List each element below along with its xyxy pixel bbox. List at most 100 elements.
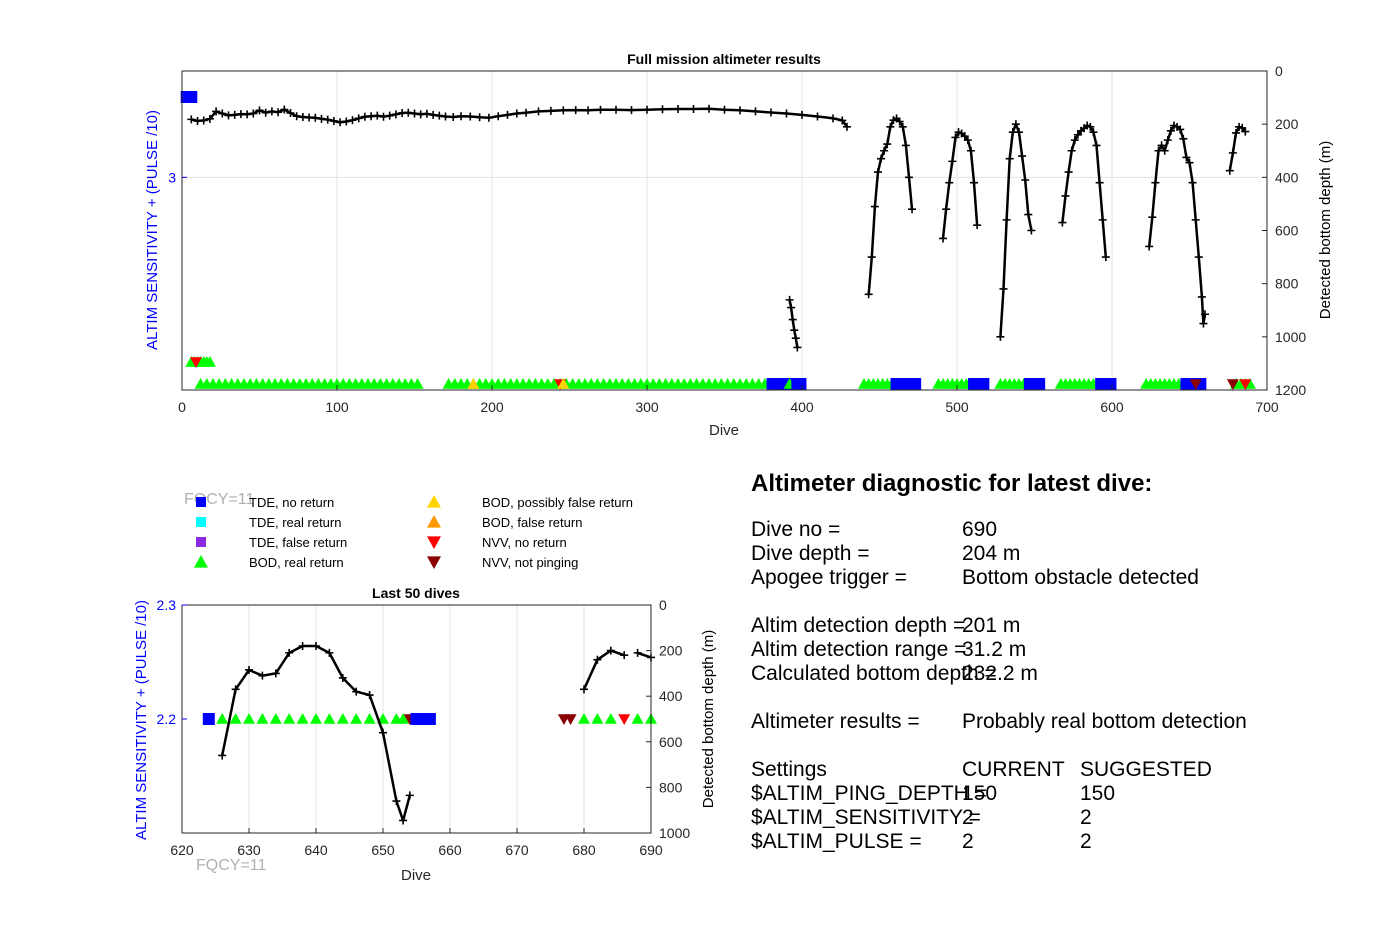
bottom-y2-axis-label: Detected bottom depth (m) [700,630,717,808]
depth-point [658,105,667,114]
depth-point [1064,168,1073,177]
depth-point [633,648,642,657]
depth-point [274,108,283,117]
depth-point [218,109,227,118]
y-tick-label: 2.2 [157,711,177,727]
settings-header-row: Settings CURRENT SUGGESTED [751,758,1391,782]
depth-point [354,114,363,123]
depth-point [674,105,682,114]
top-y-axis-label: ALTIM SENSITIVITY + (PULSE /10) [144,110,161,350]
triangle-down-marker [1189,379,1202,390]
triangle-up-marker [283,713,296,724]
triangle-up-marker [631,713,644,724]
y2-tick-label: 200 [659,643,683,659]
triangle-up-marker [363,713,376,724]
depth-point [1101,253,1110,262]
depth-point [218,751,227,760]
legend-triangle-down-marker [427,556,441,569]
depth-point [620,651,629,660]
depth-point [1148,213,1157,222]
depth-point [1201,310,1209,319]
pulse-label: $ALTIM_PULSE = [751,830,922,853]
depth-point [298,642,307,651]
depth-point [948,157,957,166]
depth-point [1232,128,1240,137]
pulse-current: 2 [962,830,974,853]
depth-point [880,146,889,155]
triangle-up-marker [256,713,269,724]
legend-triangle-up-marker [427,495,441,508]
depth-point [352,687,361,696]
triangle-down-marker [1239,379,1252,390]
detection-range-label: Altim detection range = [751,638,967,661]
square-marker [794,378,807,390]
legend-items: TDE, no return TDE, real return TDE, false… [194,495,633,570]
results-label: Altimeter results = [751,710,920,733]
x-tick-label: 600 [1100,399,1124,415]
depth-point [720,105,729,114]
x-tick-label: 640 [304,842,328,858]
depth-point [829,114,837,123]
depth-point [596,105,605,114]
triangle-up-marker [467,378,480,389]
depth-point [705,104,713,113]
depth-point [689,105,698,114]
top-x-ticks: 0 100 200 300 400 500 600 700 [178,385,1279,415]
depth-point [484,113,493,122]
legend-label: BOD, false return [482,515,582,530]
square-marker [423,713,436,725]
ping-depth-label: $ALTIM_PING_DEPTH = [751,782,987,805]
square-marker [909,378,922,390]
depth-point [1228,148,1237,157]
y2-tick-label: 800 [659,779,683,795]
depth-point [280,105,289,114]
ping-depth-row: $ALTIM_PING_DEPTH = 150 150 [751,782,1391,806]
depth-point [751,107,760,116]
fqcy-top-label: FQCY=11 [184,491,255,508]
depth-point [1015,128,1023,137]
depth-point [973,221,982,230]
depth-point [970,178,979,187]
depth-point [1018,152,1027,161]
legend-square-marker [196,497,206,507]
triangle-up-marker [296,713,309,724]
y2-tick-label: 1200 [1275,382,1306,398]
depth-point [405,791,414,800]
triangle-up-marker [323,713,336,724]
y-tick-label: 3 [168,169,176,185]
depth-point [1058,218,1067,227]
top-status-markers [180,91,1256,390]
ping-depth-current: 150 [962,782,998,805]
bottom-depth-lines [218,642,655,825]
dive-depth-row: Dive depth = 204 m [751,542,1391,566]
depth-point [606,646,615,655]
y-tick-label: 2.3 [157,597,177,613]
detection-depth-label: Altim detection depth = [751,614,966,637]
calculated-depth-row: Calculated bottom depth = 232.2 m [751,662,1391,686]
y2-tick-label: 1000 [659,825,690,841]
depth-point [873,168,882,177]
depth-point [787,303,796,312]
depth-point [323,115,332,124]
depth-point [457,112,465,121]
top-y2-ticks: 0 200 400 600 800 1000 1200 [1262,63,1306,398]
depth-point [311,113,320,122]
sensitivity-suggested: 2 [1080,806,1092,829]
legend-square-marker [196,517,206,527]
depth-point [312,642,320,651]
dive-no-label: Dive no = [751,518,841,541]
depth-point [466,112,475,121]
depth-point [1163,136,1172,145]
depth-point [559,106,568,115]
depth-point [255,106,264,115]
dive-depth-label: Dive depth = [751,542,870,565]
calculated-depth-label: Calculated bottom depth = [751,662,997,685]
depth-point [212,107,221,116]
depth-line [220,644,412,822]
bottom-y-axis-label: ALTIM SENSITIVITY + (PULSE /10) [133,600,150,840]
top-y2-axis-label: Detected bottom depth (m) [1317,141,1334,319]
y2-tick-label: 200 [1275,116,1299,132]
depth-point [1157,141,1166,150]
